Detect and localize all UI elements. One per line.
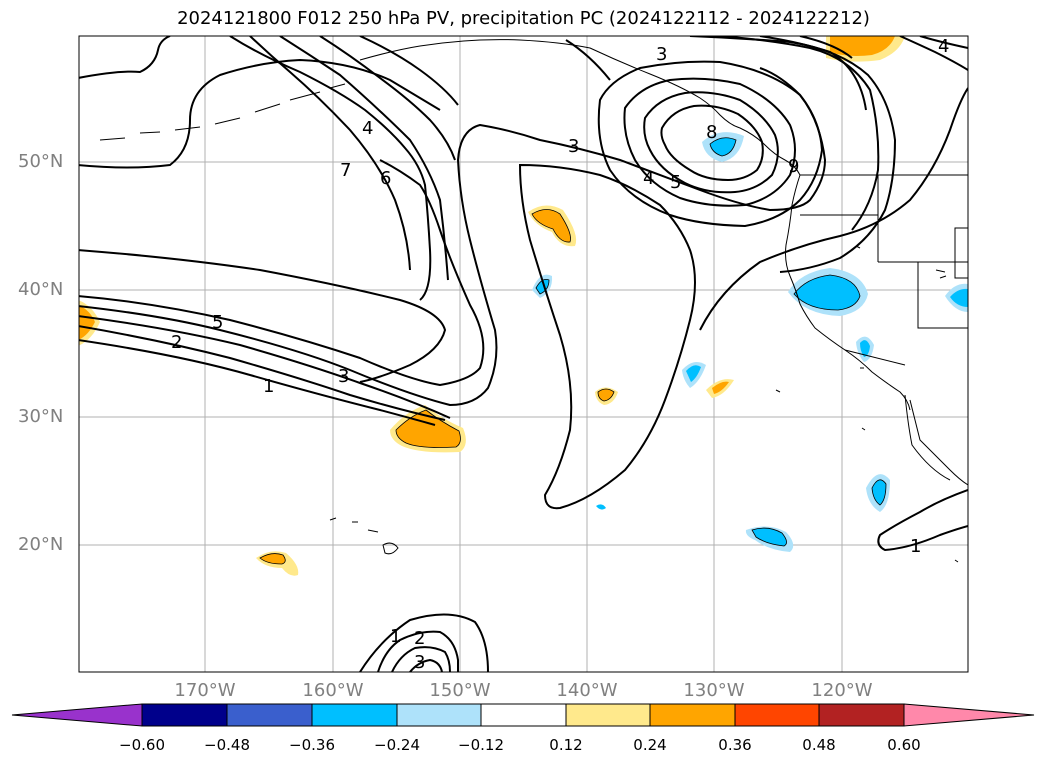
colorbar-arrow-right (903, 703, 1035, 727)
lon-label: 140°W (556, 680, 618, 701)
colorbar-segment (396, 703, 482, 727)
precip-negative-area (794, 275, 860, 310)
contour-label: 9 (788, 156, 799, 177)
lat-label: 50°N (18, 151, 64, 172)
colorbar-segment (141, 703, 228, 727)
colorbar (11, 703, 1035, 727)
colorbar-tick-label: 0.12 (549, 736, 583, 754)
lat-label: 40°N (18, 279, 64, 300)
colorbar-segment (311, 703, 398, 727)
precip-positive-area (79, 305, 95, 340)
contour-label: 4 (362, 118, 373, 139)
colorbar-segment (480, 703, 567, 727)
contour-label: 1 (390, 626, 401, 647)
precip-positive-area (712, 381, 729, 394)
contour-label: 5 (212, 312, 223, 333)
colorbar-tick-label: 0.24 (633, 736, 667, 754)
lat-label: 20°N (18, 534, 64, 555)
contour-label: 3 (568, 136, 579, 157)
colorbar-tick-label: 0.48 (802, 736, 836, 754)
colorbar-tick-label: −0.12 (458, 736, 504, 754)
precip-negative-area (536, 279, 549, 294)
contour-label: 3 (338, 366, 349, 387)
pv-contours (79, 36, 968, 672)
coastlines (99, 39, 968, 563)
lon-label: 130°W (683, 680, 745, 701)
colorbar-tick-label: −0.36 (289, 736, 335, 754)
contour-label: 1 (263, 376, 274, 397)
contour-label: 4 (643, 168, 654, 189)
precip-negative-area (860, 340, 870, 357)
map-frame (78, 35, 969, 673)
precip-negative-area (872, 479, 886, 505)
colorbar-segment (565, 703, 651, 727)
precip-negative-area (686, 365, 701, 382)
colorbar-segment (734, 703, 820, 727)
lon-label: 170°W (174, 680, 236, 701)
precip-negative-area (950, 288, 968, 307)
contour-label: 3 (656, 44, 667, 65)
lon-label: 150°W (429, 680, 491, 701)
map-panel (79, 36, 968, 672)
contour-label: 5 (670, 172, 681, 193)
colorbar-tick-label: −0.60 (119, 736, 165, 754)
contour-label: 2 (414, 628, 425, 649)
precip-negative-area (710, 137, 736, 156)
lat-label: 30°N (18, 406, 64, 427)
contour-label: 7 (340, 160, 351, 181)
contour-labels: 1 2 3 5 3 4 6 7 4 5 3 8 1 2 3 1 4 9 (171, 36, 949, 673)
colorbar-tick-label: −0.24 (374, 736, 420, 754)
map-title: 2024121800 F012 250 hPa PV, precipitatio… (177, 8, 870, 29)
colorbar-segment (226, 703, 313, 727)
contour-label: 3 (414, 652, 425, 673)
precip-positive-area (830, 36, 895, 56)
contour-label: 4 (938, 36, 949, 57)
colorbar-tick-label: 0.36 (718, 736, 752, 754)
colorbar-segment (818, 703, 905, 727)
lon-label: 160°W (302, 680, 364, 701)
precip-outlines (259, 137, 887, 565)
contour-label: 1 (910, 536, 921, 557)
precip-negative-area (752, 528, 787, 546)
colorbar-tick-label: 0.60 (887, 736, 921, 754)
colorbar-arrow-left (11, 703, 143, 727)
contour-label: 2 (171, 332, 182, 353)
colorbar-tick-label: −0.48 (204, 736, 250, 754)
contour-label: 6 (380, 168, 391, 189)
colorbar-segment (649, 703, 736, 727)
lon-label: 120°W (811, 680, 873, 701)
precip-positive-area (532, 209, 571, 243)
contour-label: 8 (706, 122, 717, 143)
precip-negative-area (596, 504, 606, 510)
